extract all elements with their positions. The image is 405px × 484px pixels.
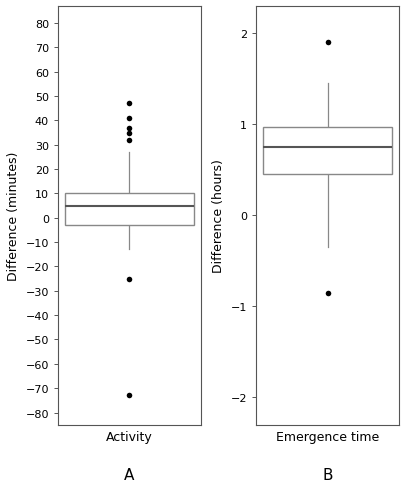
Bar — [262, 128, 391, 175]
Text: A: A — [124, 467, 134, 482]
Text: B: B — [322, 467, 332, 482]
Y-axis label: Difference (hours): Difference (hours) — [211, 159, 224, 272]
Bar — [65, 194, 193, 226]
Y-axis label: Difference (minutes): Difference (minutes) — [7, 151, 20, 280]
